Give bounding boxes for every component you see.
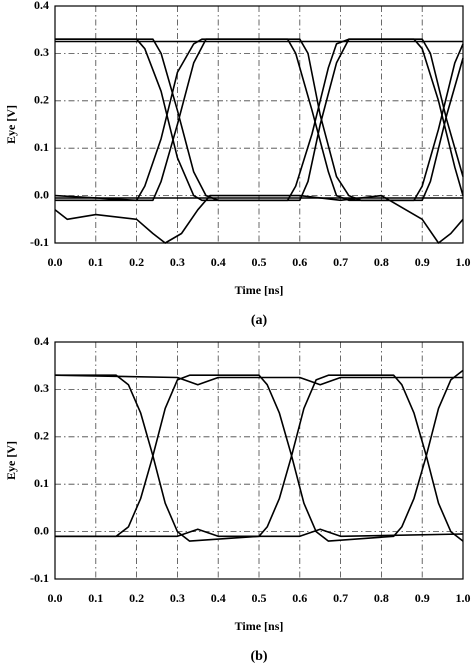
y-tick-label: 0.3 bbox=[34, 45, 49, 59]
x-tick-label: 0.8 bbox=[374, 591, 389, 605]
eye-trace bbox=[55, 528, 464, 538]
eye-trace bbox=[55, 369, 464, 542]
x-tick-label: 0.6 bbox=[292, 591, 307, 605]
x-tick-label: 0.9 bbox=[415, 255, 430, 269]
x-tick-label: 0.0 bbox=[48, 591, 63, 605]
eye-trace bbox=[54, 38, 464, 202]
y-tick-label: 0.1 bbox=[34, 476, 49, 490]
plot-frame bbox=[54, 5, 464, 244]
eye-trace bbox=[54, 194, 464, 244]
y-tick-label: 0.3 bbox=[34, 381, 49, 395]
y-tick-label: 0.2 bbox=[34, 429, 49, 443]
x-tick-label: 0.5 bbox=[252, 591, 267, 605]
y-tick-label: 0.2 bbox=[34, 93, 49, 107]
y-tick-label: -0.1 bbox=[30, 571, 49, 585]
x-tick-label: 0.9 bbox=[415, 591, 430, 605]
panel-caption: (b) bbox=[250, 649, 267, 664]
x-tick-label: 0.7 bbox=[333, 591, 348, 605]
eye-trace bbox=[55, 38, 464, 202]
x-tick-label: 0.6 bbox=[292, 255, 307, 269]
x-axis-title: Time [ns] bbox=[235, 283, 284, 297]
x-tick-label: 0.4 bbox=[211, 255, 226, 269]
x-tick-label: 0.8 bbox=[374, 255, 389, 269]
eye-trace bbox=[55, 38, 464, 202]
y-tick-label: 0.0 bbox=[34, 523, 49, 537]
panel-caption: (a) bbox=[251, 313, 268, 328]
x-tick-label: 0.3 bbox=[170, 255, 185, 269]
x-tick-label: 1.0 bbox=[456, 591, 471, 605]
x-tick-label: 0.0 bbox=[48, 255, 63, 269]
y-tick-label: 0.4 bbox=[34, 0, 49, 12]
y-tick-label: 0.1 bbox=[34, 140, 49, 154]
x-tick-label: 0.1 bbox=[88, 255, 103, 269]
eye-trace bbox=[54, 374, 463, 386]
x-tick-label: 0.5 bbox=[252, 255, 267, 269]
x-axis-title: Time [ns] bbox=[235, 619, 284, 633]
y-axis-title: Eye [V] bbox=[4, 441, 18, 480]
y-tick-label: 0.4 bbox=[34, 334, 49, 348]
x-tick-label: 0.1 bbox=[88, 591, 103, 605]
y-tick-label: -0.1 bbox=[30, 235, 49, 249]
x-tick-label: 1.0 bbox=[456, 255, 471, 269]
x-tick-label: 0.3 bbox=[170, 591, 185, 605]
x-tick-label: 0.4 bbox=[211, 591, 226, 605]
plot-frame bbox=[54, 341, 464, 580]
y-tick-label: 0.0 bbox=[34, 187, 49, 201]
x-tick-label: 0.2 bbox=[129, 591, 144, 605]
x-tick-label: 0.2 bbox=[129, 255, 144, 269]
eye-trace bbox=[55, 38, 464, 202]
y-axis-title: Eye [V] bbox=[4, 105, 18, 144]
x-tick-label: 0.7 bbox=[333, 255, 348, 269]
eye-trace bbox=[55, 374, 464, 542]
